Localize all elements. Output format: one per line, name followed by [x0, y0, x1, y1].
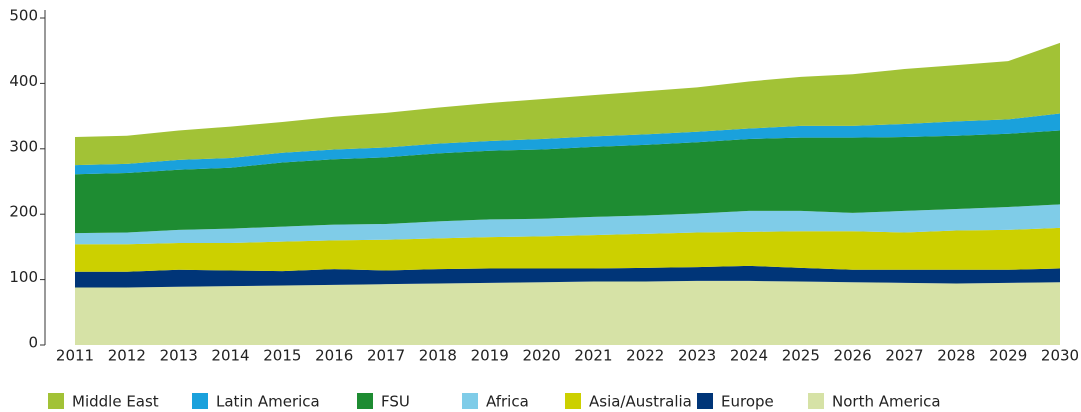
x-tick-label: 2027 [885, 347, 923, 365]
x-tick-label: 2024 [730, 347, 768, 365]
area [75, 227, 1060, 272]
area [75, 113, 1060, 175]
y-tick-label: 0 [28, 334, 38, 352]
x-tick-label: 2018 [419, 347, 457, 365]
y-tick-label: 100 [9, 268, 38, 286]
y-tick-label: 200 [9, 203, 38, 221]
legend-swatch [48, 393, 64, 409]
x-tick-label: 2026 [834, 347, 872, 365]
legend-label: Latin America [216, 393, 320, 411]
x-tick-label: 2013 [160, 347, 198, 365]
x-tick-label: 2030 [1041, 347, 1079, 365]
area [75, 130, 1060, 234]
x-tick-label: 2025 [782, 347, 820, 365]
area [75, 265, 1060, 288]
y-tick-label: 300 [9, 137, 38, 155]
x-tick-label: 2017 [367, 347, 405, 365]
legend-label: Europe [721, 393, 774, 411]
x-tick-label: 2019 [471, 347, 509, 365]
area [75, 204, 1060, 245]
legend-label: North America [832, 393, 941, 411]
x-tick-label: 2015 [263, 347, 301, 365]
area [75, 280, 1060, 345]
legend-label: Middle East [72, 393, 159, 411]
x-tick-label: 2016 [315, 347, 353, 365]
legend-swatch [808, 393, 824, 409]
y-tick-label: 400 [9, 72, 38, 90]
legend-swatch [565, 393, 581, 409]
x-tick-label: 2028 [937, 347, 975, 365]
y-tick-label: 500 [9, 7, 38, 25]
area [75, 42, 1060, 166]
x-tick-label: 2014 [211, 347, 249, 365]
legend-label: Asia/Australia [589, 393, 692, 411]
x-tick-label: 2012 [108, 347, 146, 365]
x-tick-label: 2022 [626, 347, 664, 365]
x-tick-label: 2029 [989, 347, 1027, 365]
x-tick-label: 2021 [574, 347, 612, 365]
legend-swatch [697, 393, 713, 409]
legend-swatch [357, 393, 373, 409]
x-tick-label: 2011 [56, 347, 94, 365]
legend-swatch [462, 393, 478, 409]
legend-label: Africa [486, 393, 529, 411]
x-tick-label: 2023 [678, 347, 716, 365]
legend-swatch [192, 393, 208, 409]
legend-label: FSU [381, 393, 410, 411]
x-tick-label: 2020 [522, 347, 560, 365]
